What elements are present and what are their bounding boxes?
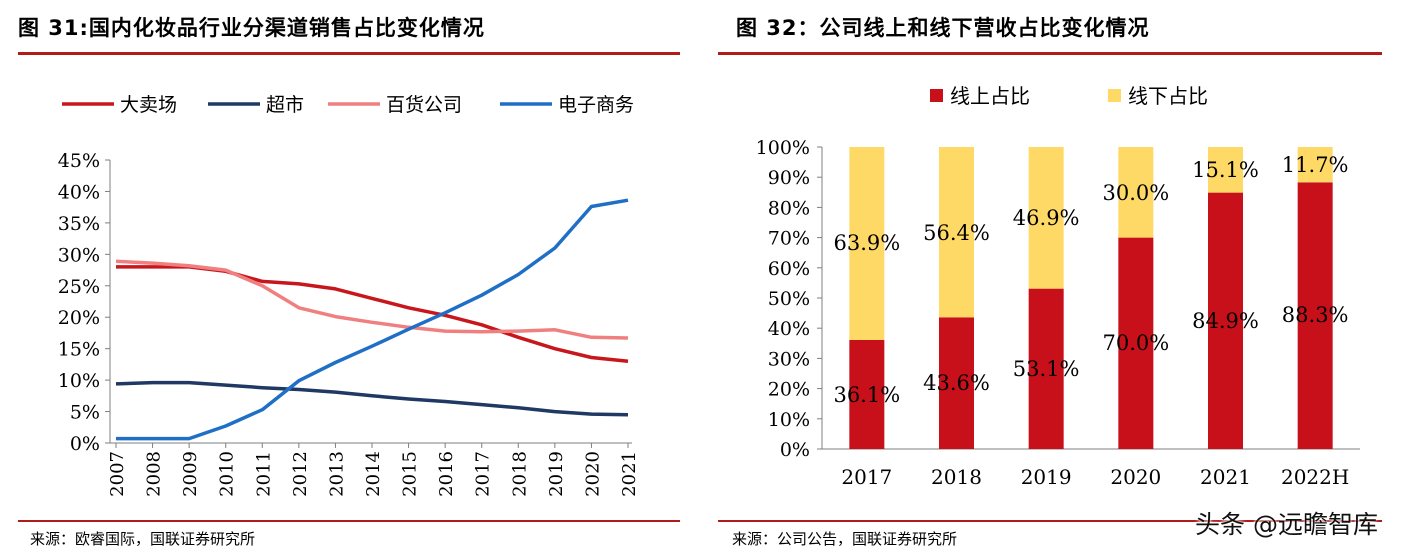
data-label-online: 53.1% <box>1013 357 1080 381</box>
bar-offline <box>939 147 974 318</box>
bar-online <box>1028 288 1064 449</box>
legend-label-0: 线上占比 <box>950 84 1030 108</box>
x-tick-label: 2009 <box>180 451 201 497</box>
y-tick-label: 50% <box>768 288 810 310</box>
y-tick-label: 70% <box>768 228 810 250</box>
x-tick-label: 2017 <box>473 451 494 497</box>
y-tick-label: 45% <box>58 150 100 172</box>
x-tick-label: 2018 <box>931 465 982 489</box>
bar-online <box>1118 237 1154 449</box>
left-figure-title: 图 31:国内化妆品行业分渠道销售占比变化情况 <box>18 16 485 40</box>
x-tick-label: 2011 <box>253 451 274 497</box>
right-panel: 图 32：公司线上和线下营收占比变化情况 线上占比 线下占比 0% 10% 20% 30%… <box>718 0 1406 558</box>
legend-label-1: 线下占比 <box>1128 84 1208 108</box>
x-tick-label: 2018 <box>509 451 530 497</box>
bar-online <box>1297 182 1333 450</box>
y-tick-label: 80% <box>768 197 810 219</box>
right-source-note: 来源：公司公告，国联证券研究所 <box>732 530 958 548</box>
left-title-rule <box>18 52 680 55</box>
x-tick-label: 2010 <box>217 451 238 497</box>
y-tick-label: 35% <box>58 213 100 235</box>
x-tick-label: 2014 <box>363 451 384 497</box>
left-source-rule <box>18 520 680 522</box>
data-label-offline: 63.9% <box>833 231 900 255</box>
legend-label-0: 大卖场 <box>120 94 177 116</box>
y-tick-label: 20% <box>768 379 810 401</box>
y-tick-label: 20% <box>58 307 100 329</box>
line-chart: 大卖场 超市 百货公司 电子商务 0% 5% 10% 15% 20% 25% 30% 35% 40% 45… <box>58 94 640 497</box>
x-tick-label: 2012 <box>290 451 311 497</box>
x-tick-label: 2007 <box>107 451 128 497</box>
legend-label-3: 电子商务 <box>558 94 634 116</box>
right-figure-title: 图 32：公司线上和线下营收占比变化情况 <box>736 16 1150 40</box>
y-tick-label: 10% <box>58 370 100 392</box>
left-source-note: 来源：欧睿国际，国联证券研究所 <box>30 530 256 548</box>
data-label-online: 36.1% <box>833 383 900 407</box>
y-tick-label: 25% <box>58 276 100 298</box>
data-label-offline: 46.9% <box>1013 206 1080 230</box>
x-tick-label: 2013 <box>326 451 347 497</box>
bar-offline <box>1118 147 1154 238</box>
left-panel: 图 31:国内化妆品行业分渠道销售占比变化情况 大卖场 超市 百货公司 电子商务 0% 5… <box>0 0 680 558</box>
series-line-2 <box>115 259 629 340</box>
bar-online <box>1208 192 1243 450</box>
bar-offline <box>1297 147 1333 183</box>
x-tick-label: 2015 <box>400 451 421 497</box>
x-tick-label: 2008 <box>144 451 165 497</box>
y-tick-label: 0% <box>70 433 100 455</box>
x-tick-label: 2017 <box>841 465 892 489</box>
y-tick-label: 0% <box>780 439 810 461</box>
stacked-bar-chart: 线上占比 线下占比 0% 10% 20% 30% 40% 50% 60% 70% 80% 90% 100… <box>756 84 1360 489</box>
data-label-offline: 56.4% <box>923 221 990 245</box>
x-tick-label: 2016 <box>436 451 457 497</box>
right-title-rule <box>718 52 1382 55</box>
data-label-online: 70.0% <box>1102 331 1169 355</box>
x-tick-label: 2019 <box>1021 465 1072 489</box>
x-tick-label: 2020 <box>582 451 603 497</box>
bar-offline <box>1028 147 1064 289</box>
data-label-online: 43.6% <box>923 371 990 395</box>
bar-online <box>939 317 974 449</box>
x-tick-label: 2022H <box>1281 465 1349 489</box>
data-label-offline: 15.1% <box>1192 158 1259 182</box>
y-tick-label: 100% <box>756 137 810 159</box>
y-tick-label: 15% <box>58 339 100 361</box>
data-label-online: 88.3% <box>1282 303 1349 327</box>
series-line-1 <box>115 380 629 417</box>
right-source-rule <box>718 520 1382 522</box>
y-tick-label: 40% <box>768 318 810 340</box>
x-tick-label: 2021 <box>1200 465 1251 489</box>
y-tick-label: 40% <box>58 181 100 203</box>
y-tick-label: 90% <box>768 167 810 189</box>
data-label-online: 84.9% <box>1192 309 1259 333</box>
bar-offline <box>1208 147 1243 193</box>
data-label-offline: 30.0% <box>1102 181 1169 205</box>
data-label-offline: 11.7% <box>1282 153 1349 177</box>
legend-swatch-1 <box>1108 89 1121 102</box>
x-tick-label: 2021 <box>619 451 640 497</box>
watermark: 头条 @远瞻智库 <box>1195 510 1378 539</box>
series-line-3 <box>116 198 629 441</box>
legend-label-1: 超市 <box>266 94 304 116</box>
y-tick-label: 60% <box>768 258 810 280</box>
y-tick-label: 10% <box>768 409 810 431</box>
y-tick-label: 30% <box>768 348 810 370</box>
legend-label-2: 百货公司 <box>386 94 462 116</box>
y-tick-label: 30% <box>58 244 100 266</box>
bar-online <box>849 339 885 449</box>
legend-swatch-0 <box>930 89 943 102</box>
x-tick-label: 2019 <box>546 451 567 497</box>
x-tick-label: 2020 <box>1110 465 1161 489</box>
y-tick-label: 5% <box>70 402 100 424</box>
bar-offline <box>849 147 885 340</box>
